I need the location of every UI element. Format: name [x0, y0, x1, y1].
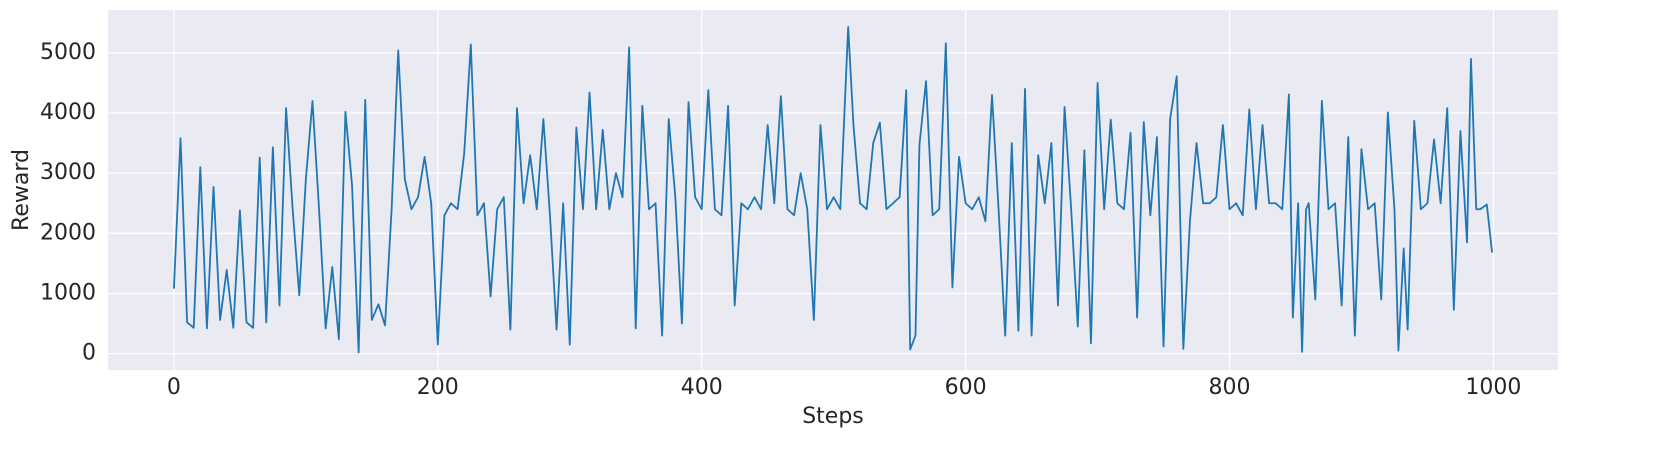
x-tick-label: 400	[681, 375, 723, 400]
y-tick-label: 1000	[40, 280, 96, 305]
y-tick-label: 4000	[40, 100, 96, 125]
y-tick-label: 3000	[40, 160, 96, 185]
plot-area	[108, 10, 1558, 370]
x-axis-label: Steps	[802, 404, 864, 429]
y-tick-label: 5000	[40, 40, 96, 65]
data-line	[173, 26, 1493, 354]
x-tick-label: 800	[1209, 375, 1251, 400]
x-tick-label: 1000	[1465, 375, 1521, 400]
x-tick-label: 600	[945, 375, 987, 400]
y-tick-label: 0	[82, 341, 96, 366]
y-tick-label: 2000	[40, 220, 96, 245]
y-axis-label: Reward	[9, 149, 34, 231]
x-tick-label: 0	[167, 375, 181, 400]
x-tick-label: 200	[417, 375, 459, 400]
